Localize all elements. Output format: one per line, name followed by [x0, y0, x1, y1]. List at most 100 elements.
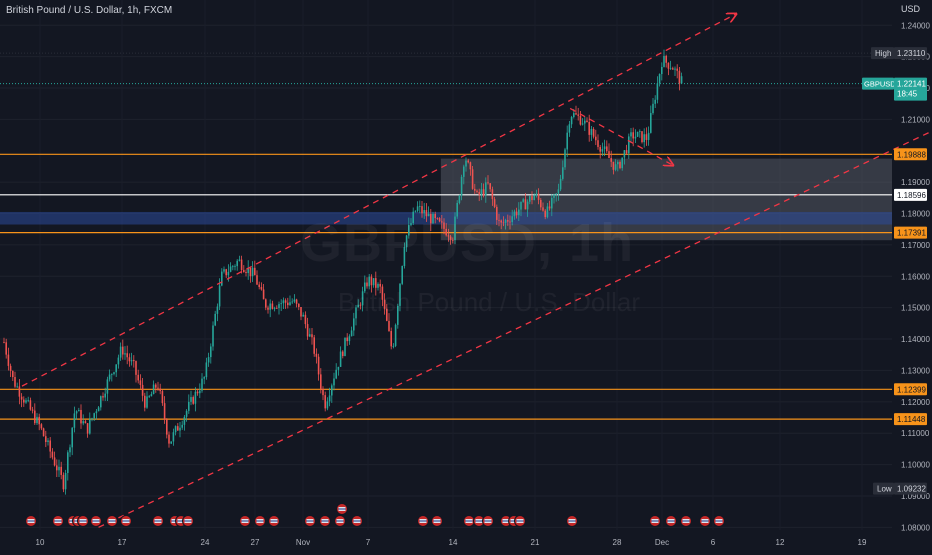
axis-layer: 1.240001.230001.220001.210001.190001.180…	[36, 21, 931, 547]
candle-body	[25, 400, 27, 403]
uk-us-flag-icon[interactable]	[152, 515, 164, 527]
candle-body	[392, 345, 395, 347]
candle-body	[386, 308, 388, 321]
candle-body	[573, 113, 575, 118]
candle-body	[245, 271, 247, 273]
uk-us-flag-icon[interactable]	[304, 515, 316, 527]
uk-us-flag-icon[interactable]	[90, 515, 102, 527]
candle-body	[207, 357, 210, 363]
uk-us-flag-icon[interactable]	[239, 515, 251, 527]
y-tick-label: 1.18000	[901, 210, 930, 219]
uk-us-flag-icon[interactable]	[254, 515, 266, 527]
candle-body	[509, 221, 511, 223]
candle-body	[256, 275, 258, 285]
candle-body	[150, 394, 153, 397]
candle-body	[5, 342, 7, 355]
candle-body	[634, 136, 637, 139]
candle-body	[430, 214, 432, 224]
candle-body	[399, 283, 401, 306]
candle-body	[64, 473, 67, 490]
uk-us-flag-icon[interactable]	[268, 515, 280, 527]
candle-body	[511, 216, 513, 223]
candle-body	[416, 206, 419, 211]
candle-body	[397, 305, 399, 325]
candle-body	[568, 124, 571, 133]
candle-body	[122, 346, 124, 355]
candle-body	[130, 360, 133, 362]
candle-body	[155, 384, 157, 388]
uk-us-flag-icon[interactable]	[514, 515, 526, 527]
candle-body	[170, 441, 172, 444]
candle-body	[56, 465, 58, 471]
candle-body	[106, 379, 109, 394]
uk-us-flag-icon[interactable]	[713, 515, 725, 527]
candle-body	[82, 421, 84, 424]
candle-body	[524, 199, 527, 210]
uk-us-flag-icon[interactable]	[334, 515, 346, 527]
uk-us-flag-icon[interactable]	[417, 515, 429, 527]
high-value-badge	[894, 47, 927, 60]
candle-body	[115, 364, 117, 373]
candle-body	[370, 276, 373, 286]
uk-us-flag-icon[interactable]	[351, 515, 363, 527]
candle-body	[350, 330, 353, 337]
candle-body	[309, 334, 311, 337]
candle-body	[588, 121, 590, 135]
candle-body	[238, 259, 241, 261]
uk-us-flag-icon[interactable]	[336, 503, 348, 515]
candle-body	[632, 132, 634, 139]
uk-us-flag-icon[interactable]	[482, 515, 494, 527]
uk-us-flag-icon[interactable]	[120, 515, 132, 527]
uk-us-flag-icon[interactable]	[319, 515, 331, 527]
candle-body	[49, 440, 51, 452]
uk-us-flag-icon[interactable]	[665, 515, 677, 527]
candle-body	[498, 219, 500, 221]
candle-body	[18, 386, 21, 397]
candle-body	[410, 223, 412, 226]
watermark-symbol: GBPUSD, 1h	[300, 213, 635, 273]
candle-body	[526, 201, 529, 210]
uk-us-flag-icon[interactable]	[52, 515, 64, 527]
candle-body	[247, 267, 249, 273]
uk-us-flag-icon[interactable]	[699, 515, 711, 527]
candle-body	[267, 307, 269, 310]
uk-us-flag-icon[interactable]	[649, 515, 661, 527]
candle-body	[614, 164, 617, 170]
candle-body	[324, 395, 326, 409]
candle-body	[183, 416, 186, 425]
candle-body	[69, 447, 71, 453]
uk-us-flag-icon[interactable]	[680, 515, 692, 527]
candle-body	[135, 361, 137, 375]
candle-body	[278, 304, 280, 309]
candle-body	[216, 306, 219, 314]
uk-us-flag-icon[interactable]	[566, 515, 578, 527]
uk-us-flag-icon[interactable]	[431, 515, 443, 527]
uk-us-flag-icon[interactable]	[463, 515, 475, 527]
candle-body	[157, 387, 159, 389]
candle-body	[562, 167, 564, 179]
last-price-badge	[894, 77, 927, 101]
candle-body	[23, 399, 25, 403]
candle-body	[223, 269, 225, 272]
uk-us-flag-icon[interactable]	[473, 515, 485, 527]
y-tick-label: 1.17000	[901, 241, 930, 250]
candle-body	[254, 267, 256, 276]
uk-us-flag-icon[interactable]	[106, 515, 118, 527]
candle-body	[522, 199, 524, 202]
candle-body	[80, 409, 82, 424]
candle-body	[575, 113, 577, 115]
x-tick-label: 12	[776, 538, 785, 547]
candle-body	[335, 369, 337, 379]
level-badge	[894, 226, 927, 239]
candle-body	[652, 103, 654, 114]
candle-body	[665, 55, 667, 63]
level-badge-label: 1.17391	[897, 229, 926, 238]
candle-body	[306, 324, 309, 337]
uk-us-flag-icon[interactable]	[182, 515, 194, 527]
candle-body	[661, 66, 663, 75]
uk-us-flag-icon[interactable]	[25, 515, 37, 527]
candle-body	[258, 284, 260, 288]
uk-us-flag-icon[interactable]	[77, 515, 89, 527]
